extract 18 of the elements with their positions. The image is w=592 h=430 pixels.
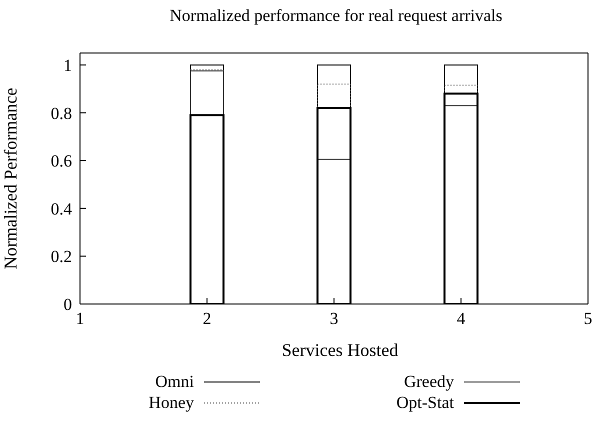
legend-label: Greedy — [404, 372, 454, 392]
y-tick-label: 0.8 — [50, 104, 72, 123]
y-tick-label: 0.2 — [50, 247, 72, 266]
y-tick-label: 1 — [64, 56, 72, 75]
x-tick-label: 4 — [456, 309, 466, 328]
y-axis-title: Normalized Performance — [0, 88, 20, 270]
y-tick-label: 0.6 — [50, 152, 72, 171]
x-axis-title: Services Hosted — [280, 340, 400, 361]
legend-label: Omni — [155, 372, 194, 392]
chart-title: Normalized performance for real request arrivals — [168, 6, 504, 26]
x-tick-label: 5 — [584, 309, 592, 328]
y-tick-label: 0 — [64, 295, 72, 314]
legend-label: Honey — [148, 393, 194, 413]
x-tick-label: 3 — [330, 309, 338, 328]
legend-label: Opt-Stat — [396, 393, 454, 413]
x-tick-label: 1 — [76, 309, 84, 328]
x-tick-label: 2 — [202, 309, 212, 328]
y-tick-label: 0.4 — [50, 199, 72, 218]
